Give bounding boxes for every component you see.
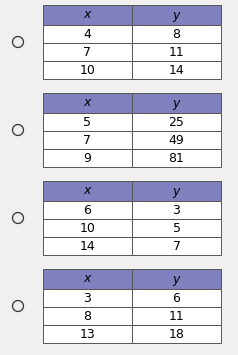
Text: y: y (173, 9, 180, 22)
Bar (43, 307, 132, 325)
Text: 13: 13 (80, 328, 95, 340)
Text: 7: 7 (84, 133, 91, 147)
Text: 5: 5 (84, 115, 91, 129)
Text: 14: 14 (169, 64, 184, 76)
Text: 11: 11 (169, 45, 184, 59)
Bar (132, 269, 221, 289)
Bar (132, 181, 221, 201)
Text: 25: 25 (169, 115, 184, 129)
Text: 5: 5 (173, 222, 180, 235)
Text: 3: 3 (84, 291, 91, 305)
Bar (132, 93, 221, 113)
Bar (132, 25, 221, 43)
Text: 10: 10 (79, 64, 95, 76)
Text: y: y (173, 185, 180, 197)
Bar (43, 149, 132, 167)
Text: 9: 9 (84, 152, 91, 164)
Bar (43, 93, 132, 113)
Text: 18: 18 (169, 328, 184, 340)
Bar (132, 219, 221, 237)
Bar (43, 219, 132, 237)
Text: 49: 49 (169, 133, 184, 147)
Text: 3: 3 (173, 203, 180, 217)
Text: 10: 10 (79, 222, 95, 235)
Bar (43, 131, 132, 149)
Bar (43, 201, 132, 219)
Text: 6: 6 (84, 203, 91, 217)
Bar (132, 43, 221, 61)
Bar (132, 149, 221, 167)
Text: x: x (84, 9, 91, 22)
Bar (132, 237, 221, 255)
Bar (132, 289, 221, 307)
Bar (132, 5, 221, 25)
Bar (43, 269, 132, 289)
Bar (43, 43, 132, 61)
Bar (132, 61, 221, 79)
Text: x: x (84, 185, 91, 197)
Text: x: x (84, 97, 91, 109)
Bar (43, 237, 132, 255)
Text: x: x (84, 273, 91, 285)
Text: 8: 8 (173, 27, 180, 40)
Bar (132, 113, 221, 131)
Bar (43, 61, 132, 79)
Text: y: y (173, 273, 180, 285)
Text: 7: 7 (173, 240, 180, 252)
Bar (132, 307, 221, 325)
Text: 4: 4 (84, 27, 91, 40)
Text: 14: 14 (80, 240, 95, 252)
Text: y: y (173, 97, 180, 109)
Text: 7: 7 (84, 45, 91, 59)
Text: 6: 6 (173, 291, 180, 305)
Bar (132, 131, 221, 149)
Bar (43, 181, 132, 201)
Bar (132, 201, 221, 219)
Bar (43, 325, 132, 343)
Text: 8: 8 (84, 310, 91, 322)
Bar (132, 325, 221, 343)
Bar (43, 25, 132, 43)
Text: 11: 11 (169, 310, 184, 322)
Text: 81: 81 (169, 152, 184, 164)
Bar (43, 289, 132, 307)
Bar (43, 113, 132, 131)
Bar (43, 5, 132, 25)
